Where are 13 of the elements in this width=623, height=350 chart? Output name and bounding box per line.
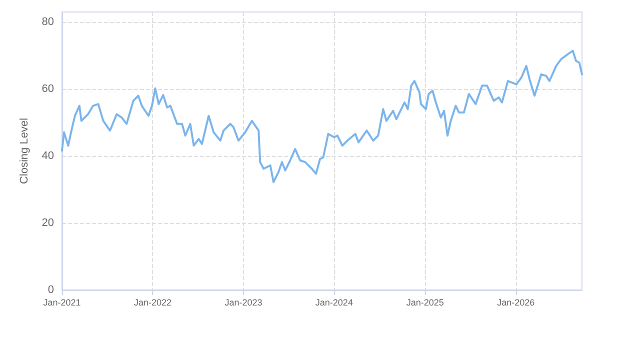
y-axis-title: Closing Level: [18, 118, 30, 184]
x-tick-label: Jan-2026: [497, 298, 535, 308]
y-tick-label: 80: [42, 16, 54, 28]
y-tick-label: 60: [42, 83, 54, 96]
y-tick-label: 0: [48, 284, 54, 296]
x-tick-label: Jan-2025: [406, 298, 444, 308]
x-tick-label: Jan-2024: [315, 298, 353, 308]
x-tick-label: Jan-2021: [43, 298, 81, 308]
x-tick-label: Jan-2022: [134, 298, 172, 308]
x-tick-label: Jan-2023: [224, 298, 262, 308]
y-tick-label: 20: [42, 217, 54, 230]
line-series: [61, 50, 583, 184]
y-tick-label: 40: [42, 150, 54, 162]
